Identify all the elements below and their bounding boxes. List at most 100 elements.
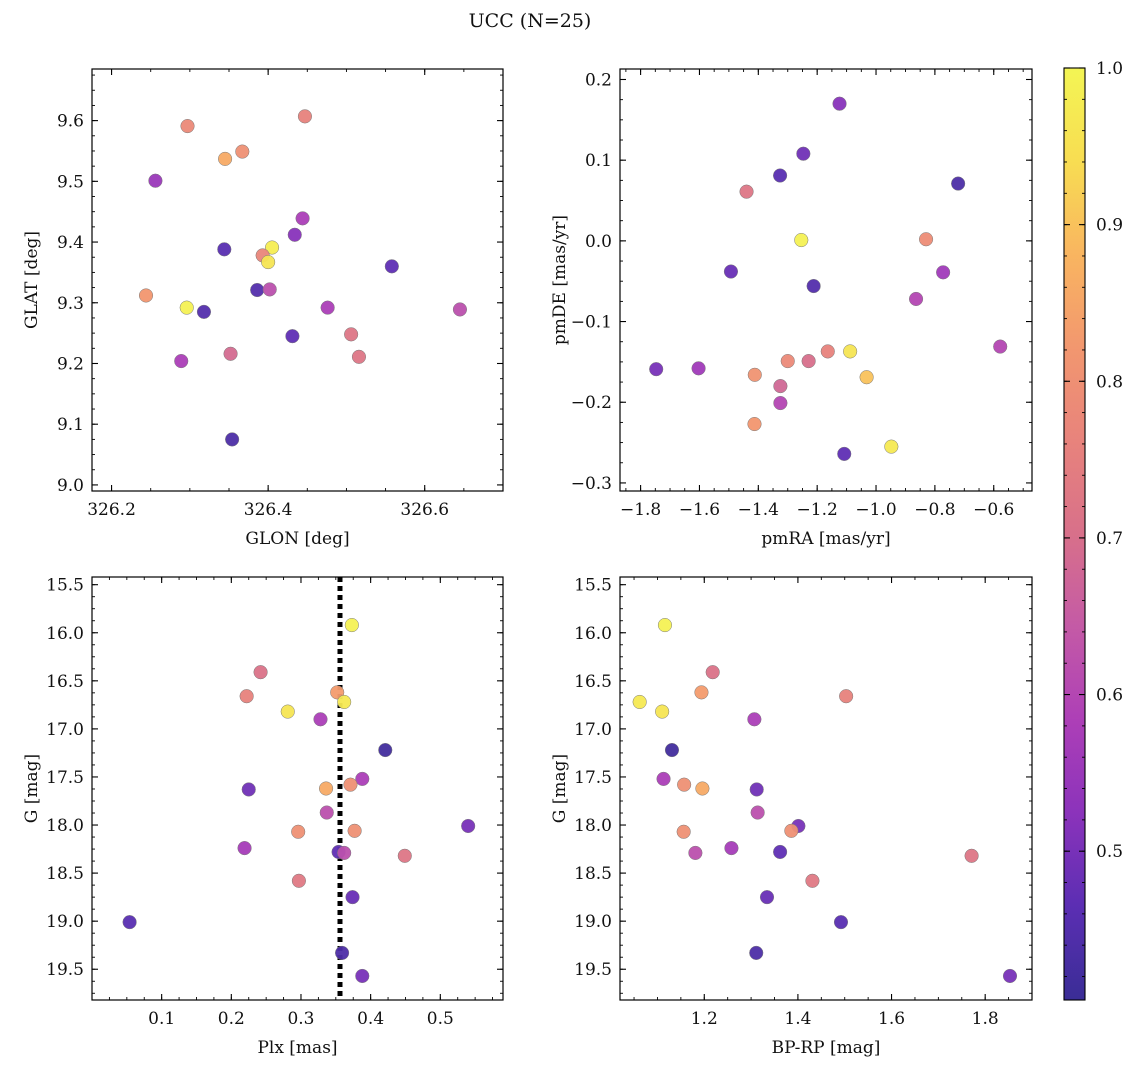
y-axis-label: G [mag] [22, 754, 42, 823]
scatter-point [355, 968, 370, 984]
scatter-point [837, 446, 852, 461]
scatter-point [749, 782, 764, 797]
plot-frame [91, 576, 504, 1001]
y-tick-label: 0.2 [585, 70, 612, 90]
y-axis-label: pmDE [mas/yr] [550, 215, 570, 345]
panel-glon-glat: 326.2 326.4 326.6 9.0 9.1 9.2 9.3 9.4 9.5 9.6 GLON… [22, 68, 504, 549]
scatter-point [335, 945, 350, 960]
scatter-point [705, 665, 720, 680]
scatter-point [695, 781, 710, 796]
colorbar-tick-label: 0.7 [1096, 529, 1123, 549]
y-tick-label: 9.6 [57, 112, 84, 132]
scatter-point [747, 416, 762, 432]
scatter-points [138, 109, 467, 447]
scatter-point [337, 845, 352, 860]
colorbar-tick-label: 1.0 [1096, 59, 1123, 79]
plot-frame [619, 576, 1033, 1001]
scatter-point [780, 354, 795, 369]
scatter-point [250, 282, 265, 298]
y-tick-label: 18.0 [46, 816, 84, 836]
scatter-point [225, 432, 240, 447]
y-tick-label: 18.5 [46, 864, 84, 884]
scatter-point [223, 346, 238, 361]
scatter-point [820, 344, 835, 359]
scatter-point [461, 818, 476, 834]
scatter-point [773, 844, 788, 860]
colorbar-tick-label: 0.8 [1096, 372, 1123, 392]
scatter-point [805, 873, 820, 888]
scatter-point [688, 845, 703, 860]
scatter-point [909, 291, 924, 307]
colorbar-tick-label: 0.9 [1096, 216, 1123, 236]
scatter-point [291, 824, 306, 839]
x-tick-label: −1.6 [679, 500, 720, 520]
scatter-point [217, 242, 232, 257]
scatter-point [148, 173, 163, 188]
figure-title: UCC (N=25) [469, 10, 592, 32]
y-tick-label: 16.5 [574, 672, 612, 692]
x-tick-label: −1.2 [797, 500, 838, 520]
scatter-point [649, 362, 664, 377]
scatter-point [676, 824, 691, 839]
scatter-point [749, 945, 764, 960]
x-tick-label: −1.4 [738, 500, 779, 520]
scatter-point [313, 712, 328, 727]
x-tick-label: −0.6 [973, 500, 1014, 520]
x-axis-label: pmRA [mas/yr] [761, 529, 890, 549]
scatter-point [657, 618, 672, 633]
scatter-point [319, 805, 334, 820]
y-tick-label: 17.0 [574, 720, 612, 740]
scatter-point [747, 367, 762, 382]
scatter-point [859, 370, 874, 385]
scatter-point [951, 176, 966, 191]
scatter-point [253, 665, 268, 680]
y-tick-label: 9.3 [57, 294, 84, 314]
scatter-point [759, 890, 775, 905]
scatter-point [122, 915, 137, 930]
colorbar-tick-label: 0.5 [1096, 842, 1123, 862]
y-tick-label: 0.0 [585, 232, 612, 252]
scatter-point [384, 259, 399, 274]
scatter-point [833, 915, 849, 930]
scatter-point [694, 685, 709, 700]
scatter-point [784, 823, 799, 838]
y-tick-label: 0.1 [585, 151, 612, 171]
scatter-point [180, 119, 195, 134]
scatter-point [839, 689, 854, 704]
y-tick-label: 9.1 [57, 415, 84, 435]
y-tick-label: 16.0 [574, 624, 612, 644]
scatter-point [295, 211, 310, 226]
scatter-point [344, 618, 359, 633]
scatter-point [724, 841, 739, 856]
scatter-point [174, 354, 189, 369]
scatter-point [343, 777, 358, 792]
scatter-point [378, 742, 393, 758]
y-tick-label: 19.5 [574, 960, 612, 980]
y-tick-label: 19.0 [574, 912, 612, 932]
x-tick-label: −1.8 [620, 500, 661, 520]
x-axis-label: GLON [deg] [245, 529, 349, 549]
scatter-point [773, 379, 788, 394]
scatter-point [262, 282, 277, 297]
scatter-point [218, 151, 233, 166]
scatter-point [773, 395, 788, 411]
scatter-point [355, 771, 370, 786]
y-tick-label: 19.0 [46, 912, 84, 932]
scatter-points [122, 618, 476, 984]
panels: 326.2 326.4 326.6 9.0 9.1 9.2 9.3 9.4 9.5 9.6 GLON… [22, 68, 1033, 1058]
x-tick-label: 0.2 [218, 1009, 245, 1029]
scatter-point [320, 300, 335, 315]
scatter-point [280, 704, 295, 719]
scatter-point [750, 805, 765, 820]
x-tick-label: 1.2 [691, 1009, 718, 1029]
scatter-point [936, 265, 951, 280]
scatter-point [237, 841, 252, 856]
scatter-point [884, 439, 899, 454]
scatter-point [773, 168, 788, 183]
y-tick-label: −0.3 [571, 474, 612, 494]
scatter-point [806, 279, 821, 294]
x-tick-label: 0.5 [427, 1009, 454, 1029]
scatter-point [196, 304, 211, 319]
scatter-point [285, 329, 300, 344]
